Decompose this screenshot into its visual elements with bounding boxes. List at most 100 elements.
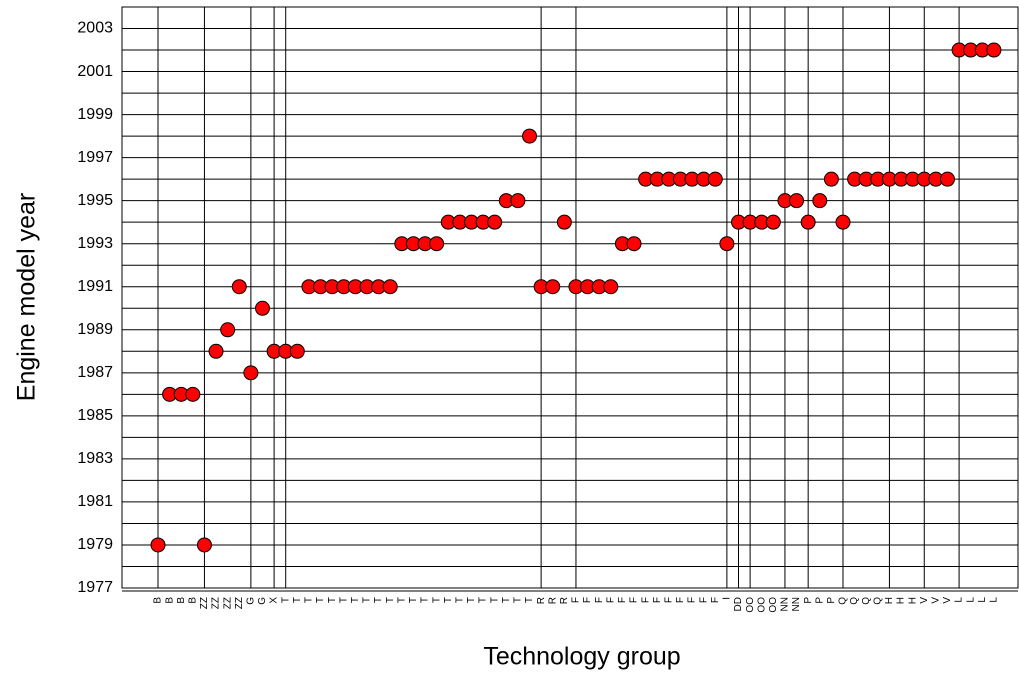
x-tick-label: V <box>942 597 953 604</box>
x-tick-label: G <box>246 597 257 605</box>
y-tick-label: 1987 <box>77 364 113 381</box>
x-tick-label: T <box>431 597 442 603</box>
point <box>986 42 1002 58</box>
point <box>812 193 828 209</box>
x-tick-label: T <box>385 597 396 603</box>
point <box>196 537 212 553</box>
x-tick-label: B <box>153 597 164 604</box>
x-tick-label: ZZ <box>211 597 222 609</box>
x-tick-label: T <box>408 597 419 603</box>
x-tick-label: T <box>362 597 373 603</box>
x-tick-label: B <box>164 597 175 604</box>
x-tick-label: DD <box>733 597 744 611</box>
point <box>789 193 805 209</box>
x-tick-label: Q <box>861 597 872 605</box>
x-tick-label: F <box>640 597 651 603</box>
x-tick-label: F <box>605 597 616 603</box>
x-tick-label: F <box>617 597 628 603</box>
x-tick-label: R <box>559 597 570 604</box>
point <box>429 236 445 252</box>
point <box>185 386 201 402</box>
x-tick-label: V <box>931 597 942 604</box>
y-tick-label: 1997 <box>77 149 113 166</box>
x-tick-label: NN <box>791 597 802 611</box>
x-tick-label: T <box>466 597 477 603</box>
point <box>719 236 735 252</box>
y-tick-label: 2003 <box>77 20 113 37</box>
x-tick-label: T <box>455 597 466 603</box>
x-tick-label: F <box>675 597 686 603</box>
point <box>626 236 642 252</box>
x-tick-label: T <box>338 597 349 603</box>
x-tick-label: F <box>652 597 663 603</box>
x-tick-label: L <box>954 597 965 603</box>
x-tick-label: X <box>269 597 280 604</box>
x-tick-label: F <box>629 597 640 603</box>
y-tick-label: 1999 <box>77 106 113 123</box>
x-tick-label: V <box>919 597 930 604</box>
x-tick-label: T <box>373 597 384 603</box>
point <box>231 279 247 295</box>
x-tick-label: T <box>396 597 407 603</box>
y-tick-label: 1979 <box>77 536 113 553</box>
x-tick-label: T <box>304 597 315 603</box>
x-tick-label: ZZ <box>234 597 245 609</box>
x-tick-label: T <box>489 597 500 603</box>
point <box>289 343 305 359</box>
y-tick-label: 1981 <box>77 493 113 510</box>
x-tick-label: P <box>814 597 825 604</box>
x-tick-label: H <box>907 597 918 604</box>
point <box>510 193 526 209</box>
point <box>150 537 166 553</box>
x-tick-label: F <box>582 597 593 603</box>
x-tick-label: T <box>327 597 338 603</box>
y-tick-label: 1995 <box>77 192 113 209</box>
x-tick-label: NN <box>780 597 791 611</box>
point <box>939 171 955 187</box>
point <box>208 343 224 359</box>
x-tick-label: P <box>826 597 837 604</box>
y-tick-label: 1985 <box>77 407 113 424</box>
x-tick-label: F <box>571 597 582 603</box>
x-tick-label: B <box>176 597 187 604</box>
point <box>707 171 723 187</box>
point <box>487 214 503 230</box>
y-tick-label: 1991 <box>77 278 113 295</box>
x-tick-label: T <box>524 597 535 603</box>
point <box>603 279 619 295</box>
point <box>556 214 572 230</box>
point <box>243 365 259 381</box>
y-tick-label: 1989 <box>77 321 113 338</box>
y-tick-label: 2001 <box>77 63 113 80</box>
x-tick-label: F <box>594 597 605 603</box>
point <box>522 128 538 144</box>
x-tick-label: L <box>965 597 976 603</box>
x-tick-label: I <box>722 597 733 600</box>
x-tick-label: Q <box>838 597 849 605</box>
x-tick-label: H <box>896 597 907 604</box>
x-tick-label: ZZ <box>199 597 210 609</box>
x-tick-label: T <box>513 597 524 603</box>
x-tick-label: T <box>478 597 489 603</box>
x-tick-label: Q <box>872 597 883 605</box>
point <box>220 322 236 338</box>
point <box>545 279 561 295</box>
point <box>382 279 398 295</box>
x-tick-label: B <box>187 597 198 604</box>
x-tick-label: G <box>257 597 268 605</box>
x-tick-label: ZZ <box>222 597 233 609</box>
point <box>765 214 781 230</box>
plot-frame <box>121 6 1019 589</box>
x-tick-label: F <box>663 597 674 603</box>
x-tick-label: T <box>501 597 512 603</box>
x-tick-label: F <box>687 597 698 603</box>
x-tick-label: T <box>443 597 454 603</box>
x-tick-label: T <box>420 597 431 603</box>
y-axis-title: Engine model year <box>13 193 41 401</box>
x-axis-title: Technology group <box>483 643 680 671</box>
point <box>823 171 839 187</box>
x-tick-label: T <box>292 597 303 603</box>
x-tick-label: L <box>977 597 988 603</box>
point <box>835 214 851 230</box>
